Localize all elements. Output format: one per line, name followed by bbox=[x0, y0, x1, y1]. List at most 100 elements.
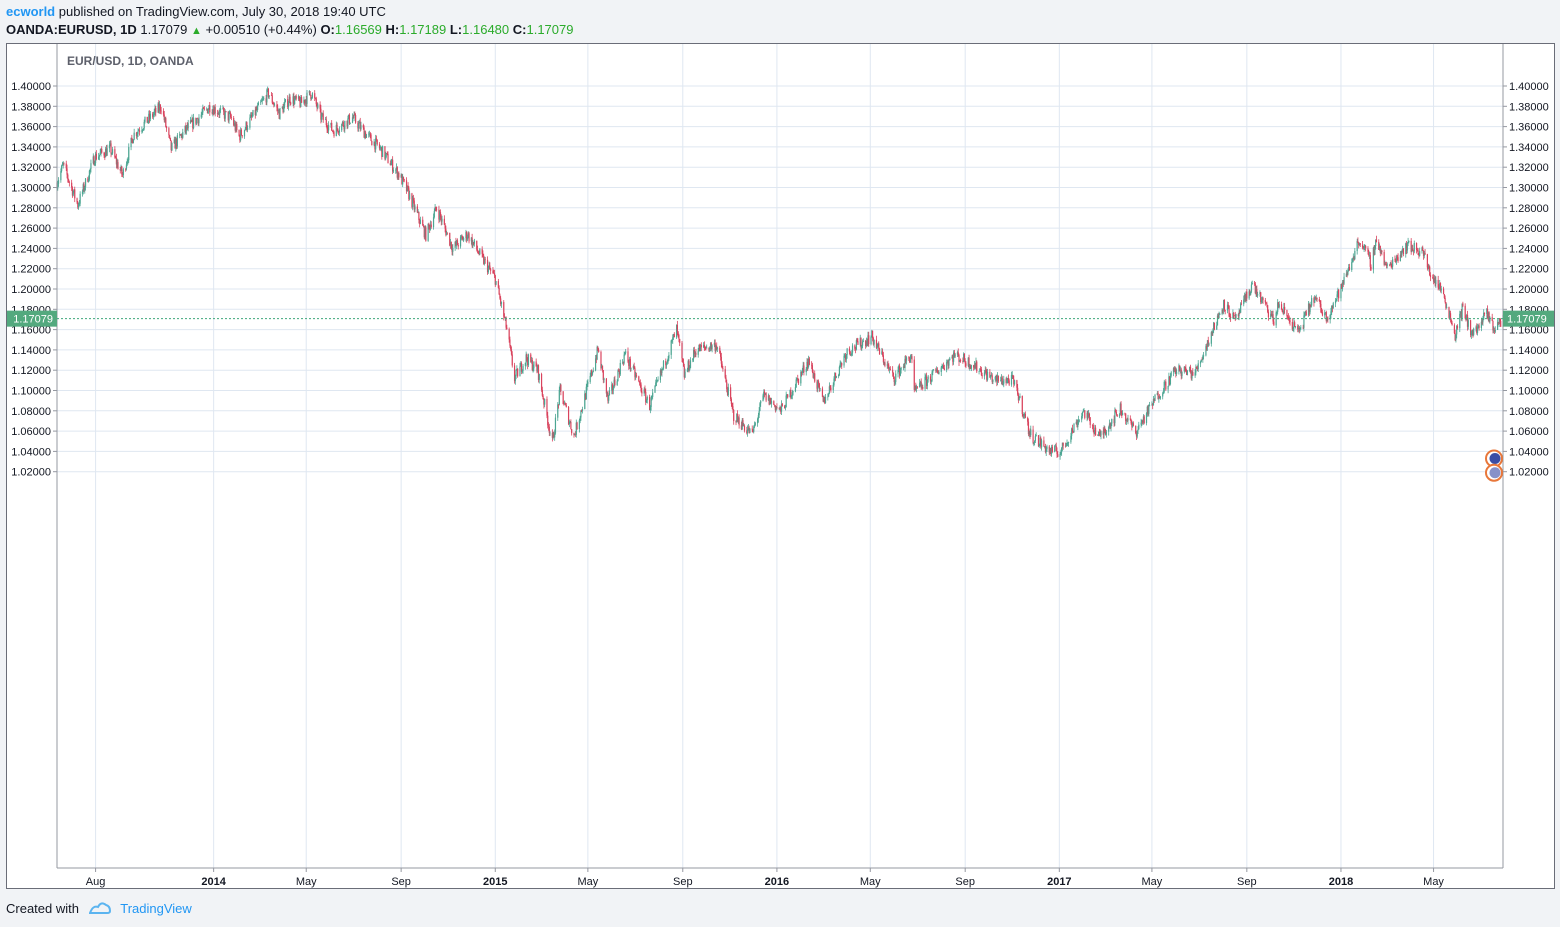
candle-body bbox=[898, 365, 901, 376]
candle-body bbox=[1192, 371, 1194, 376]
candle-body bbox=[352, 117, 354, 119]
candle-body bbox=[1077, 421, 1079, 427]
candle-body bbox=[644, 389, 646, 392]
candle-body bbox=[57, 180, 60, 184]
candle-body bbox=[801, 370, 803, 374]
candle-body bbox=[273, 104, 276, 106]
candle-body bbox=[266, 89, 268, 103]
y-tick-label: 1.16000 bbox=[11, 325, 51, 337]
candle-body bbox=[1216, 315, 1219, 326]
candle-body bbox=[136, 133, 138, 137]
candle-body bbox=[585, 386, 587, 400]
close-value: 1.17079 bbox=[526, 22, 574, 37]
candle-body bbox=[1132, 423, 1134, 427]
candle-body bbox=[455, 241, 457, 246]
candle-body bbox=[1142, 416, 1145, 423]
candle-body bbox=[838, 374, 840, 377]
candle-body bbox=[1375, 239, 1377, 247]
author-link[interactable]: ecworld bbox=[6, 4, 56, 19]
candle-body bbox=[650, 397, 652, 408]
candle-body bbox=[868, 335, 870, 345]
candle-body bbox=[660, 370, 662, 373]
candle-body bbox=[1099, 432, 1101, 436]
candle-body bbox=[243, 130, 246, 137]
candle-body bbox=[708, 347, 710, 351]
candle-body bbox=[389, 163, 391, 166]
candle-body bbox=[903, 366, 905, 368]
candle-body bbox=[1326, 317, 1328, 322]
candle-body bbox=[926, 379, 928, 386]
candle-body bbox=[260, 101, 263, 102]
candle-body bbox=[488, 265, 490, 267]
candle-body bbox=[1158, 396, 1160, 400]
candle-body bbox=[1179, 369, 1182, 371]
candle-body bbox=[1250, 291, 1252, 295]
candle-body bbox=[1320, 303, 1322, 312]
candle-body bbox=[936, 369, 938, 372]
candle-body bbox=[887, 364, 889, 366]
candle-body bbox=[715, 346, 717, 351]
candle-body bbox=[1271, 314, 1273, 317]
candle-body bbox=[349, 122, 351, 124]
candle-body bbox=[301, 97, 303, 103]
candle-body bbox=[1157, 393, 1159, 400]
candle-body bbox=[1178, 365, 1180, 372]
candle-body bbox=[418, 212, 420, 221]
candle-body bbox=[1302, 327, 1304, 329]
candle-body bbox=[424, 227, 426, 238]
candle-body bbox=[412, 198, 414, 207]
candle-body bbox=[968, 357, 970, 368]
candle-body bbox=[1200, 359, 1202, 362]
candle-body bbox=[510, 345, 512, 350]
candle-body bbox=[1305, 311, 1307, 316]
candle-body bbox=[1145, 413, 1148, 423]
x-tick-label: May bbox=[296, 876, 317, 888]
candle-body bbox=[662, 368, 664, 370]
y-tick-label-right: 1.24000 bbox=[1509, 243, 1549, 255]
chart-frame[interactable]: 1.40000 1.40000 1.38000 1.38000 1.36000 1.360… bbox=[6, 43, 1555, 889]
candle-body bbox=[976, 361, 978, 372]
candle-body bbox=[1028, 430, 1030, 435]
candle-body bbox=[1142, 420, 1144, 423]
candle-body bbox=[709, 348, 711, 351]
candle-body bbox=[797, 378, 800, 384]
candle-body bbox=[1267, 305, 1269, 312]
candle-body bbox=[1232, 313, 1234, 318]
candle-body bbox=[736, 413, 739, 422]
candle-body bbox=[287, 99, 289, 108]
candle-body bbox=[1165, 381, 1167, 390]
candle-body bbox=[246, 127, 249, 130]
y-tick-label: 1.10000 bbox=[11, 386, 51, 398]
candle-body bbox=[846, 348, 848, 355]
candle-body bbox=[213, 109, 215, 115]
candle-body bbox=[915, 387, 918, 389]
candle-body bbox=[904, 358, 906, 368]
y-tick-label: 1.26000 bbox=[11, 223, 51, 235]
candle-body bbox=[520, 363, 523, 372]
candle-body bbox=[138, 130, 140, 132]
candle-body bbox=[400, 174, 402, 178]
candle-body bbox=[422, 219, 424, 226]
candle-body bbox=[979, 368, 981, 372]
candle-body bbox=[730, 387, 732, 399]
candle-body bbox=[1127, 418, 1129, 421]
y-tick-label-right: 1.36000 bbox=[1509, 122, 1549, 134]
candle-body bbox=[1152, 404, 1154, 406]
candle-body bbox=[1162, 391, 1165, 394]
candle-body bbox=[808, 358, 810, 365]
candle-body bbox=[1054, 446, 1056, 452]
candle-body bbox=[359, 121, 361, 129]
price-chart[interactable]: 1.40000 1.40000 1.38000 1.38000 1.36000 1.360… bbox=[7, 44, 1554, 888]
candle-body bbox=[946, 361, 949, 363]
candle-body bbox=[268, 95, 270, 97]
candle-body bbox=[1115, 410, 1117, 413]
candle-body bbox=[402, 176, 405, 180]
candle-body bbox=[775, 407, 777, 411]
tradingview-logo-icon[interactable] bbox=[88, 901, 111, 918]
candle-body bbox=[806, 361, 808, 369]
candle-body bbox=[451, 248, 453, 252]
candle-body bbox=[705, 347, 707, 349]
candle-body bbox=[576, 422, 578, 430]
y-tick-label-right: 1.28000 bbox=[1509, 203, 1549, 215]
tradingview-link[interactable]: TradingView bbox=[120, 901, 192, 916]
